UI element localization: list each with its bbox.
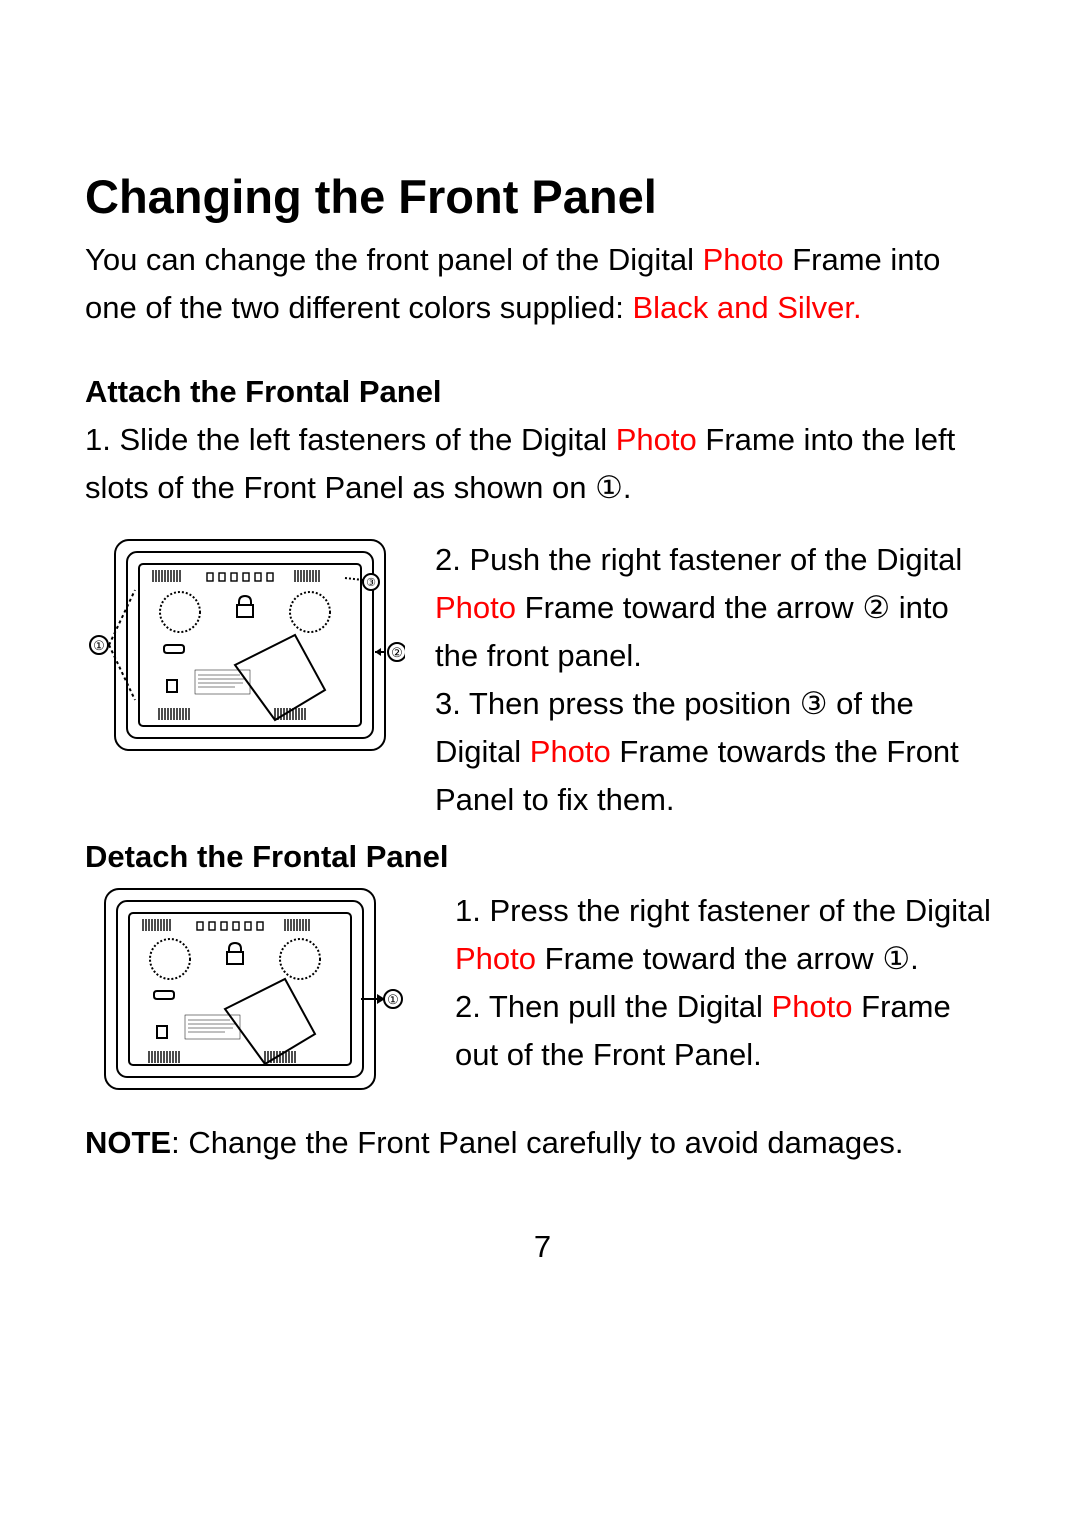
- attach-s2-b: Frame toward the arrow: [516, 590, 862, 625]
- intro-paragraph: You can change the front panel of the Di…: [85, 236, 1000, 332]
- attach-s1-c: .: [623, 470, 632, 505]
- attach-step-2: 2. Push the right fastener of the Digita…: [435, 536, 1000, 680]
- page-number: 7: [85, 1229, 1000, 1265]
- circled-1-inline: ①: [595, 470, 623, 505]
- detach-s2-red: Photo: [772, 989, 853, 1024]
- detach-right-text: 1. Press the right fastener of the Digit…: [435, 881, 1000, 1079]
- detach-diagram: ①: [85, 881, 405, 1101]
- svg-text:①: ①: [387, 992, 399, 1007]
- svg-text:③: ③: [366, 577, 376, 589]
- attach-s1-a: 1. Slide the left fasteners of the Digit…: [85, 422, 616, 457]
- attach-s1-red: Photo: [616, 422, 697, 457]
- detach-heading: Detach the Frontal Panel: [85, 839, 1000, 875]
- detach-step-2: 2. Then pull the Digital Photo Frame out…: [455, 983, 1000, 1079]
- attach-right-text: 2. Push the right fastener of the Digita…: [435, 530, 1000, 824]
- detach-step-1: 1. Press the right fastener of the Digit…: [455, 887, 1000, 983]
- detach-row: ① 1. Press the right fastener of the Dig…: [85, 881, 1000, 1101]
- circled-3-inline: ③: [800, 686, 828, 721]
- detach-s1-b: Frame toward the arrow: [536, 941, 882, 976]
- attach-diagram-svg: ① ② ③: [85, 530, 405, 760]
- attach-step-3: 3. Then press the position ③ of the Digi…: [435, 680, 1000, 824]
- attach-s3-a: 3. Then press the position: [435, 686, 800, 721]
- page-root: Changing the Front Panel You can change …: [0, 0, 1080, 1265]
- note-text: : Change the Front Panel carefully to av…: [171, 1125, 903, 1160]
- attach-s2-a: 2. Push the right fastener of the Digita…: [435, 542, 962, 577]
- attach-s3-red: Photo: [530, 734, 611, 769]
- detach-s1-c: .: [910, 941, 919, 976]
- attach-step-1: 1. Slide the left fasteners of the Digit…: [85, 416, 1000, 512]
- circled-2-inline: ②: [862, 590, 890, 625]
- note-line: NOTE: Change the Front Panel carefully t…: [85, 1119, 1000, 1167]
- detach-s1-red: Photo: [455, 941, 536, 976]
- svg-text:①: ①: [93, 638, 105, 653]
- attach-row: ① ② ③ 2. Push the right fastener of the …: [85, 530, 1000, 824]
- intro-red-2: Black and Silver.: [632, 290, 861, 325]
- attach-heading: Attach the Frontal Panel: [85, 374, 1000, 410]
- circled-1-inline-b: ①: [882, 941, 910, 976]
- page-title: Changing the Front Panel: [85, 170, 1000, 224]
- note-label: NOTE: [85, 1125, 171, 1160]
- detach-s2-a: 2. Then pull the Digital: [455, 989, 772, 1024]
- attach-diagram: ① ② ③: [85, 530, 405, 760]
- detach-diagram-svg: ①: [85, 881, 405, 1101]
- intro-red-1: Photo: [703, 242, 784, 277]
- intro-text-a: You can change the front panel of the Di…: [85, 242, 703, 277]
- detach-s1-a: 1. Press the right fastener of the Digit…: [455, 893, 991, 928]
- svg-text:②: ②: [391, 645, 403, 660]
- attach-s2-red: Photo: [435, 590, 516, 625]
